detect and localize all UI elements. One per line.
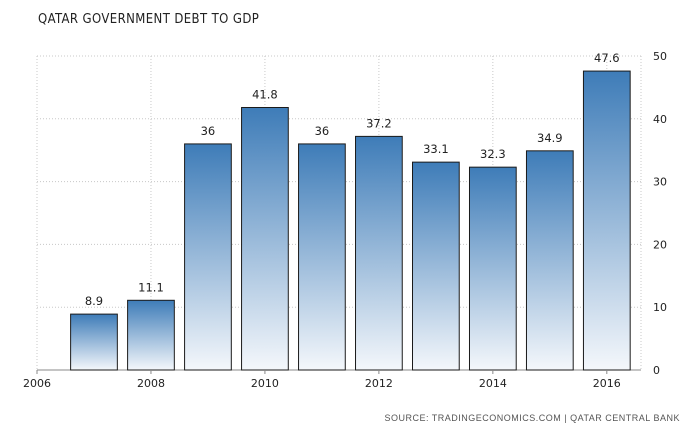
x-tick-label: 2008 [137,377,165,390]
y-tick-label: 0 [653,364,660,377]
bar-2013 [412,161,460,371]
bar-2007 [70,313,118,371]
data-label-2016: 47.6 [594,51,620,65]
y-tick-label: 40 [653,113,667,126]
data-label-2013: 33.1 [423,142,449,156]
y-tick-label: 30 [653,176,667,189]
x-tick-label: 2012 [365,377,393,390]
data-label-2010: 41.8 [252,87,278,101]
bar-2012 [355,135,403,371]
data-label-2007: 8.9 [85,294,103,308]
data-labels: 8.9 11.1 36 41.8 36 37.2 33.1 32.3 34.9 47.6 [85,51,620,308]
data-label-2009: 36 [201,124,216,138]
data-label-2012: 37.2 [366,116,392,130]
data-label-2015: 34.9 [537,131,563,145]
bar-2010 [241,106,289,371]
bar-2014 [468,166,517,371]
bar-2011 [298,143,346,371]
x-tick-label: 2010 [251,377,279,390]
bar-2015 [525,150,574,371]
x-tick-label: 2006 [23,377,51,390]
bars [70,70,631,371]
x-tick-label: 2014 [479,377,507,390]
y-tick-label: 50 [653,50,667,63]
bar-2009 [184,143,232,371]
y-tick-label: 10 [653,301,667,314]
data-label-2008: 11.1 [138,280,164,294]
data-label-2011: 36 [315,124,330,138]
source-note: SOURCE: TRADINGECONOMICS.COM | QATAR CEN… [384,413,680,423]
y-axis-ticks: 0 10 20 30 40 50 [653,50,667,377]
y-tick-label: 20 [653,238,667,251]
chart-title: QATAR GOVERNMENT DEBT TO GDP [38,12,260,27]
x-axis-ticks: 2006 2008 2010 2012 2014 2016 [23,370,621,390]
x-tick-label: 2016 [593,377,621,390]
bar-2008 [127,299,175,371]
data-label-2014: 32.3 [480,147,506,161]
bar-2016 [582,70,631,371]
